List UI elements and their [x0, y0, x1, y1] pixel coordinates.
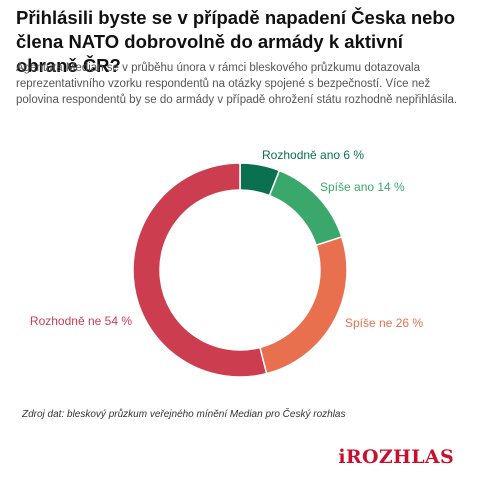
slice-label: Rozhodně ano 6 % [262, 148, 364, 162]
donut-slices [132, 162, 348, 378]
chart-subtitle: Agentura Median se v průběhu února v rám… [16, 62, 458, 106]
donut-slice-spise-ne [258, 235, 348, 375]
source-note: Zdroj dat: bleskový průzkum veřejného mí… [22, 409, 346, 420]
slice-label: Spíše ne 26 % [345, 316, 423, 330]
donut-slice-rozhodne-ne [132, 162, 268, 378]
slice-label: Spíše ano 14 % [320, 180, 405, 194]
irozhlas-logo[interactable]: iROZHLAS [338, 446, 454, 468]
slice-label: Rozhodně ne 54 % [30, 314, 132, 328]
chart-title: Přihlásili byste se v případě napadení Č… [16, 7, 456, 76]
donut-labels: Rozhodně ano 6 % Spíše ano 14 % Spíše ne 2… [30, 148, 423, 330]
